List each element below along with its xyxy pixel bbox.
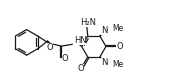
Text: Me: Me (112, 24, 124, 33)
Text: O: O (116, 42, 123, 51)
Text: O: O (78, 64, 84, 73)
Text: O: O (46, 43, 53, 52)
Text: O: O (62, 54, 69, 63)
Text: HN: HN (74, 36, 86, 45)
Text: N: N (101, 26, 107, 35)
Text: H₂N: H₂N (80, 18, 96, 27)
Text: N: N (101, 58, 107, 67)
Text: Me: Me (112, 60, 124, 69)
